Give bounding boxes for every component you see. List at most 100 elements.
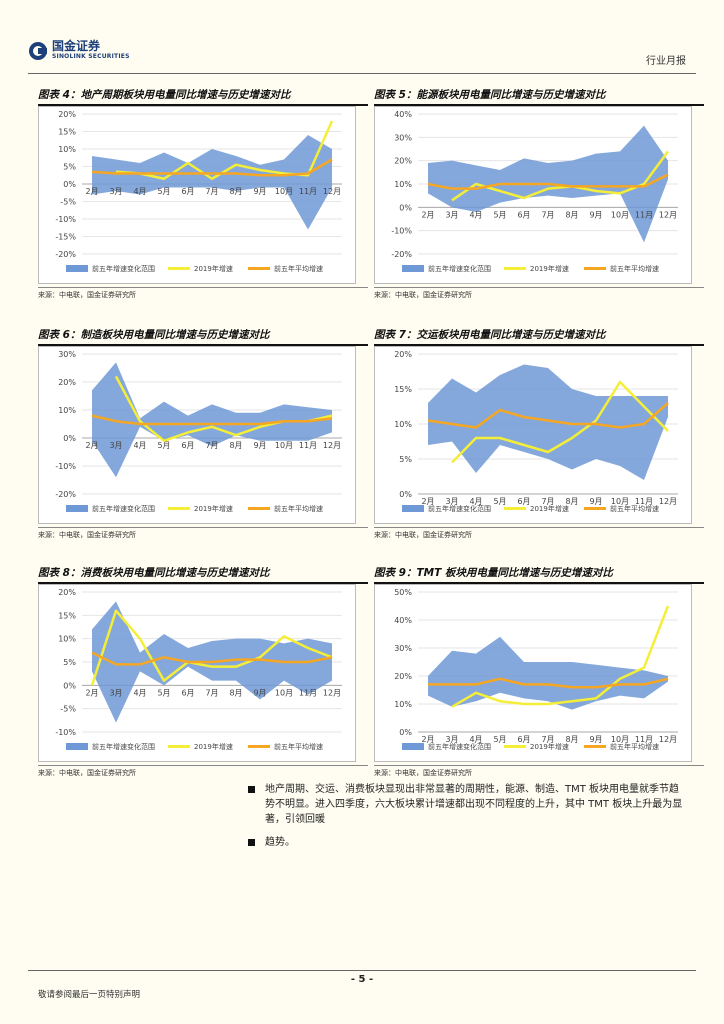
y-tick-label: 20% <box>58 588 76 597</box>
x-tick-label: 7月 <box>205 187 218 196</box>
chart-container: -10% -5% 0% 5% 10% 15% 20% 2月 3月 4月 5月 6月 7月 8月 9月 10月 1… <box>38 584 368 762</box>
bullet-text: 趋势。 <box>265 837 295 848</box>
figure-source: 来源：中电联，国金证券研究所 <box>38 287 368 300</box>
x-tick-label: 7月 <box>541 735 554 744</box>
x-tick-label: 3月 <box>445 497 458 506</box>
legend-label: 前五年平均增速 <box>274 742 323 751</box>
legend-label: 前五年增速变化范围 <box>428 742 491 751</box>
figure-source: 来源：中电联，国金证券研究所 <box>374 287 704 300</box>
figure-source: 来源：中电联，国金证券研究所 <box>38 527 368 540</box>
company-logo: 国金证券 SINOLINK SECURITIES <box>28 40 130 61</box>
x-tick-label: 6月 <box>181 187 194 196</box>
legend-label: 前五年平均增速 <box>274 504 323 513</box>
figure-5: 图表 5：能源板块用电量同比增速与历史增速对比 -20% -10% 0% 10% 20%… <box>374 86 704 300</box>
logo-cn-text: 国金证券 <box>52 39 101 53</box>
y-tick-label: 20% <box>394 672 412 681</box>
figure-title-rule <box>374 344 704 346</box>
x-tick-label: 6月 <box>181 688 194 697</box>
current-year-line <box>451 380 669 464</box>
x-tick-label: 4月 <box>469 735 482 744</box>
chart-svg: -20% -15% -10% -5% 0% 5% 10% 15% 20% 2月 3月 4月 5月 6月 7月… <box>38 106 356 284</box>
figure-title: 图表 5：能源板块用电量同比增速与历史增速对比 <box>374 89 606 101</box>
x-tick-label: 6月 <box>517 497 530 506</box>
y-tick-label: 10% <box>394 700 412 709</box>
x-tick-label: 5月 <box>157 187 170 196</box>
x-tick-label: 9月 <box>589 497 602 506</box>
x-tick-label: 10月 <box>275 441 293 450</box>
x-tick-label: 3月 <box>445 210 458 219</box>
bullet-list: 地产周期、交运、消费板块显现出非常显著的周期性，能源、制造、TMT 板块用电量就… <box>248 782 688 858</box>
legend-swatch <box>66 505 88 512</box>
y-tick-label: -10% <box>391 227 412 236</box>
y-tick-label: 15% <box>394 385 412 394</box>
x-tick-label: 10月 <box>611 210 629 219</box>
bullet-text: 地产周期、交运、消费板块显现出非常显著的周期性，能源、制造、TMT 板块用电量就… <box>265 784 683 825</box>
x-tick-label: 8月 <box>565 210 578 219</box>
y-tick-label: 0% <box>63 434 76 443</box>
range-area <box>92 135 332 230</box>
x-tick-label: 3月 <box>445 735 458 744</box>
x-tick-label: 10月 <box>611 497 629 506</box>
y-tick-label: -10% <box>55 728 76 737</box>
logo-en-text: SINOLINK SECURITIES <box>52 53 130 60</box>
five-year-average-line <box>91 414 333 426</box>
chart-container: 0% 5% 10% 15% 20% 2月 3月 4月 5月 6月 7月 8月 9月 10月 11月 12月 前五… <box>374 346 704 524</box>
page-header: 国金证券 SINOLINK SECURITIES 行业月报 <box>28 40 696 74</box>
legend-label: 2019年增速 <box>530 742 569 751</box>
x-tick-label: 2月 <box>421 210 434 219</box>
bullet-square-icon <box>248 786 255 793</box>
legend-label: 2019年增速 <box>530 264 569 273</box>
x-tick-label: 2月 <box>421 497 434 506</box>
figure-title: 图表 7：交运板块用电量同比增速与历史增速对比 <box>374 329 606 341</box>
y-tick-label: 15% <box>58 128 76 137</box>
y-tick-label: 10% <box>394 180 412 189</box>
y-tick-label: -5% <box>60 198 76 207</box>
figure-title-rule <box>38 582 368 584</box>
x-tick-label: 10月 <box>275 187 293 196</box>
x-tick-label: 9月 <box>589 210 602 219</box>
y-tick-label: 10% <box>58 406 76 415</box>
x-tick-label: 5月 <box>493 735 506 744</box>
legend-label: 前五年平均增速 <box>610 504 659 513</box>
figure-7: 图表 7：交运板块用电量同比增速与历史增速对比 0% 5% 10% 15% 20% 2月 3… <box>374 326 704 540</box>
x-tick-label: 6月 <box>517 210 530 219</box>
figure-title: 图表 9：TMT 板块用电量同比增速与历史增速对比 <box>374 567 613 579</box>
y-tick-label: 0% <box>63 681 76 690</box>
five-year-average-line <box>427 173 669 190</box>
figure-title-rule <box>374 104 704 106</box>
figure-title: 图表 4：地产周期板块用电量同比增速与历史增速对比 <box>38 89 291 101</box>
x-tick-label: 8月 <box>229 441 242 450</box>
y-tick-label: 10% <box>394 420 412 429</box>
x-tick-label: 11月 <box>635 210 653 219</box>
y-tick-label: -20% <box>55 250 76 259</box>
figure-4: 图表 4：地产周期板块用电量同比增速与历史增速对比 -20% -15% -10% -5… <box>38 86 368 300</box>
y-tick-label: 20% <box>394 350 412 359</box>
chart-container: -20% -10% 0% 10% 20% 30% 2月 3月 4月 5月 6月 7月 8月 9月 10月 11… <box>38 346 368 524</box>
y-tick-label: -10% <box>55 462 76 471</box>
legend-label: 前五年增速变化范围 <box>92 504 155 513</box>
chart-svg: 0% 10% 20% 30% 40% 50% 2月 3月 4月 5月 6月 7月 8月 9月 10月 11月 1… <box>374 584 692 762</box>
range-area <box>428 636 668 710</box>
header-divider <box>28 73 696 74</box>
legend-label: 2019年增速 <box>530 504 569 513</box>
legend-swatch <box>402 743 424 750</box>
figure-title-rule <box>38 104 368 106</box>
y-tick-label: 20% <box>58 110 76 119</box>
x-tick-label: 9月 <box>253 187 266 196</box>
legend-swatch <box>402 505 424 512</box>
y-tick-label: 15% <box>58 611 76 620</box>
x-tick-label: 9月 <box>253 688 266 697</box>
x-tick-label: 7月 <box>205 441 218 450</box>
x-tick-label: 8月 <box>229 187 242 196</box>
x-tick-label: 11月 <box>635 735 653 744</box>
figure-6: 图表 6：制造板块用电量同比增速与历史增速对比 -20% -10% 0% 10% 20%… <box>38 326 368 540</box>
figure-source: 来源：中电联，国金证券研究所 <box>374 527 704 540</box>
report-type: 行业月报 <box>646 56 686 67</box>
y-tick-label: 10% <box>58 145 76 154</box>
y-tick-label: 50% <box>394 588 412 597</box>
chart-svg: -10% -5% 0% 5% 10% 15% 20% 2月 3月 4月 5月 6月 7月 8月 9月 10月 1… <box>38 584 356 762</box>
range-area <box>428 364 668 480</box>
x-tick-label: 2月 <box>85 441 98 450</box>
y-tick-label: 10% <box>58 635 76 644</box>
legend-label: 前五年增速变化范围 <box>92 742 155 751</box>
